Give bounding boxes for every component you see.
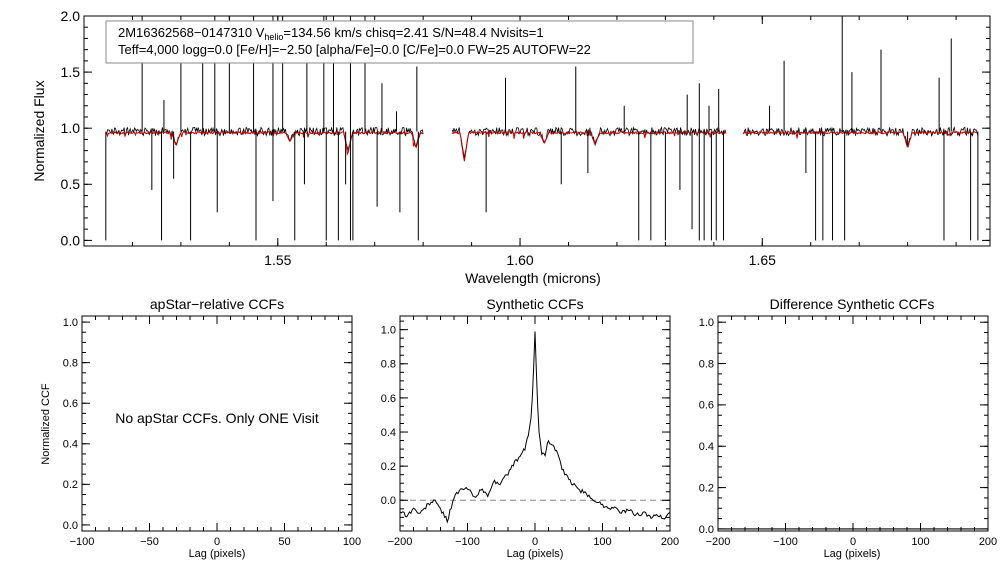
model-spectrum-segment-1 [451, 130, 727, 162]
x-tick-label: 200 [661, 536, 679, 548]
synthetic-ccf-panel: −200 −100 0 100 200 0.0 0.2 0.4 0.6 0.8 1.0 Synthe… [381, 296, 679, 560]
spectrum-frame [83, 15, 991, 247]
y-tick-label: 0.0 [61, 232, 81, 248]
x-tick-label: 0 [850, 536, 856, 548]
difference-ccf-panel: −200 −100 0 100 200 0.0 0.2 0.4 0.6 0.8 1.0 Differ… [699, 296, 997, 560]
synthetic-ccf-plot-area [399, 331, 671, 524]
x-tick-label: 0 [214, 536, 220, 548]
spectrum-y-label: Normalized Flux [31, 80, 47, 181]
model-spectrum-segment-2 [742, 130, 979, 148]
x-tick-label: 100 [343, 536, 361, 548]
synthetic-ccf-ticks: −200 −100 0 100 200 0.0 0.2 0.4 0.6 0.8 1.0 [381, 316, 679, 548]
info-line-1: 2M16362568−0147310 Vhelio=134.56 km/s ch… [118, 25, 544, 42]
x-tick-label: 0 [532, 536, 538, 548]
x-tick-label: 100 [911, 536, 929, 548]
y-tick-label: 0.8 [381, 359, 396, 371]
difference-ccf-title: Difference Synthetic CCFs [770, 296, 935, 312]
y-tick-label: 1.0 [381, 325, 396, 337]
observed-spectrum-segment-0 [105, 126, 424, 151]
info-line-2: Teff=4,000 logg=0.0 [Fe/H]=−2.50 [alpha/… [118, 42, 591, 57]
info-box [105, 20, 694, 64]
apstar-ccf-y-label: Normalized CCF [40, 383, 52, 465]
x-tick-label: −100 [773, 536, 798, 548]
y-tick-label: 0.0 [699, 524, 714, 536]
y-tick-label: 0.4 [381, 427, 396, 439]
y-tick-label: 0.8 [699, 358, 714, 370]
synthetic-ccf-x-label: Lag (pixels) [507, 548, 564, 560]
spectrum-ticks: 1.55 1.60 1.65 0.0 0.5 1.0 1.5 2.0 [61, 8, 990, 268]
y-tick-label: 0.2 [381, 461, 396, 473]
y-tick-label: 1.0 [699, 317, 714, 329]
x-tick-label: −200 [706, 536, 731, 548]
observed-spectrum-segment-2 [742, 126, 979, 147]
y-tick-label: 0.2 [63, 479, 78, 491]
star-id: 2M16362568−0147310 [118, 25, 252, 40]
info-line-1-values: =134.56 km/s chisq=2.41 S/N=48.4 Nvisits… [283, 25, 543, 40]
difference-ccf-frame [717, 315, 989, 532]
y-tick-label: 0.6 [381, 393, 396, 405]
x-tick-label: −100 [70, 536, 95, 548]
y-tick-label: 0.6 [63, 398, 78, 410]
y-tick-label: 0.4 [699, 441, 714, 453]
y-tick-label: 1.0 [63, 317, 78, 329]
spectrum-x-label: Wavelength (microns) [465, 270, 601, 286]
y-tick-label: 2.0 [61, 8, 81, 24]
synthetic-ccf-curve [399, 331, 671, 524]
spectrum-panel: 1.55 1.60 1.65 0.0 0.5 1.0 1.5 2.0 2M16362568−0… [31, 8, 991, 286]
x-tick-label: 1.65 [749, 252, 776, 268]
y-tick-label: 0.5 [61, 176, 81, 192]
x-tick-label: −200 [388, 536, 413, 548]
y-tick-label: 0.2 [699, 482, 714, 494]
v-helio-subscript: helio [264, 32, 283, 42]
x-tick-label: 100 [593, 536, 611, 548]
y-tick-label: 0.0 [381, 495, 396, 507]
synthetic-ccf-frame [399, 315, 671, 532]
difference-ccf-ticks: −200 −100 0 100 200 0.0 0.2 0.4 0.6 0.8 1.0 [699, 316, 997, 548]
y-tick-label: 0.6 [699, 400, 714, 412]
x-tick-label: −100 [455, 536, 480, 548]
apstar-ccf-panel: −100 −50 0 50 100 0.0 0.2 0.4 0.6 0.8 1.0 apStar−r… [40, 296, 361, 560]
apstar-ccf-message: No apStar CCFs. Only ONE Visit [115, 410, 319, 426]
x-tick-label: 50 [278, 536, 290, 548]
x-tick-label: −50 [140, 536, 159, 548]
difference-ccf-x-label: Lag (pixels) [824, 548, 881, 560]
y-tick-label: 1.0 [61, 120, 81, 136]
synthetic-ccf-title: Synthetic CCFs [486, 296, 583, 312]
apstar-ccf-x-label: Lag (pixels) [189, 548, 246, 560]
y-tick-label: 0.8 [63, 358, 78, 370]
y-tick-label: 0.0 [63, 520, 78, 532]
y-tick-label: 0.4 [63, 439, 78, 451]
apstar-ccf-ticks: −100 −50 0 50 100 0.0 0.2 0.4 0.6 0.8 1.0 [63, 316, 361, 548]
y-tick-label: 1.5 [61, 64, 81, 80]
x-tick-label: 200 [979, 536, 997, 548]
model-spectrum-segment-0 [105, 130, 424, 156]
x-tick-label: 1.55 [264, 252, 291, 268]
apstar-ccf-title: apStar−relative CCFs [150, 296, 284, 312]
x-tick-label: 1.60 [506, 252, 533, 268]
v-helio-label: V [256, 25, 265, 40]
